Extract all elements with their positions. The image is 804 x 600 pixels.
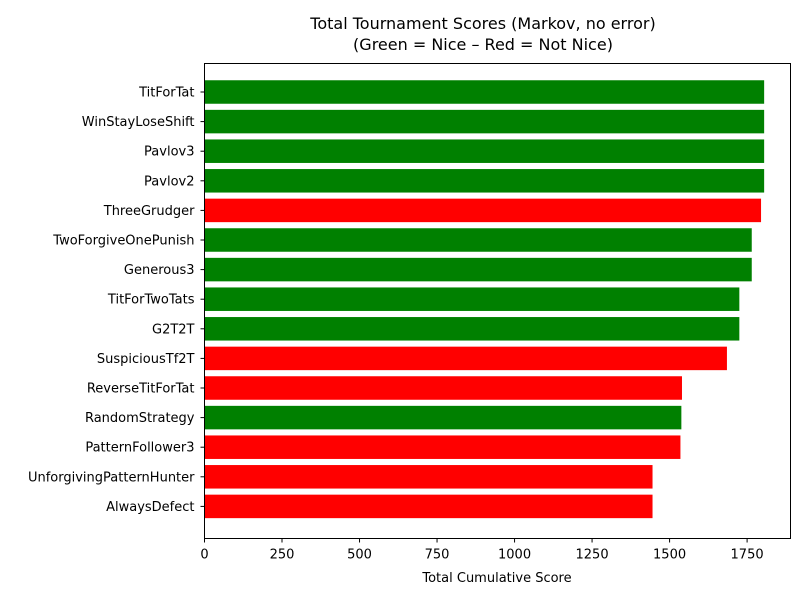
- bar-twoforgiveonepunish: [204, 228, 752, 252]
- plot-frame: [204, 63, 791, 539]
- x-tick-label: 1750: [731, 548, 764, 563]
- bar-titfortat: [204, 80, 765, 104]
- x-tick-label: 1250: [576, 548, 609, 563]
- y-tick-label: G2T2T: [152, 322, 195, 337]
- y-tick-label: Generous3: [124, 263, 195, 278]
- chart-title: Total Tournament Scores (Markov, no erro…: [309, 14, 655, 33]
- x-tick-label: 500: [347, 548, 372, 563]
- bar-reversetitfortat: [204, 376, 682, 400]
- bar-randomstrategy: [204, 405, 682, 430]
- x-tick-label: 0: [200, 548, 208, 563]
- x-tick-label: 250: [270, 548, 295, 563]
- bar-pavlov3: [204, 139, 765, 163]
- chart-subtitle: (Green = Nice – Red = Not Nice): [353, 35, 613, 54]
- bar-winstayloseshift: [204, 109, 765, 134]
- x-axis-ticks: 0 250 500 750 1000 1250 1500 1750: [200, 538, 764, 563]
- bar-generous3: [204, 257, 752, 282]
- x-axis-label: Total Cumulative Score: [421, 571, 571, 586]
- bar-g2t2t: [204, 317, 740, 341]
- y-tick-label: PatternFollower3: [85, 441, 194, 456]
- bar-alwaysdefect: [204, 494, 653, 519]
- y-tick-label: Pavlov3: [144, 145, 194, 160]
- bar-patternfollower3: [204, 435, 681, 459]
- bars-group: [204, 80, 765, 519]
- y-tick-label: SuspiciousTf2T: [97, 352, 195, 367]
- y-tick-label: ThreeGrudger: [103, 204, 195, 219]
- y-axis-ticks: TitForTat WinStayLoseShift Pavlov3 Pavlov2 T…: [28, 86, 205, 515]
- bar-titfortwotats: [204, 287, 740, 311]
- y-tick-label: UnforgivingPatternHunter: [28, 470, 195, 485]
- x-tick-label: 750: [425, 548, 450, 563]
- bar-suspicioustf2t: [204, 346, 727, 371]
- y-tick-label: ReverseTitForTat: [87, 382, 195, 397]
- y-tick-label: WinStayLoseShift: [82, 115, 195, 130]
- y-tick-label: AlwaysDefect: [106, 500, 194, 515]
- x-tick-label: 1500: [653, 548, 686, 563]
- y-tick-label: Pavlov2: [144, 174, 194, 189]
- y-tick-label: TitForTat: [138, 86, 194, 101]
- y-tick-label: TwoForgiveOnePunish: [52, 234, 194, 249]
- bar-pavlov2: [204, 169, 765, 193]
- y-tick-label: RandomStrategy: [85, 411, 195, 426]
- x-tick-label: 1000: [498, 548, 531, 563]
- y-tick-label: TitForTwoTats: [107, 293, 195, 308]
- bar-threegrudger: [204, 198, 762, 223]
- bar-unforgivingpatternhunter: [204, 465, 653, 489]
